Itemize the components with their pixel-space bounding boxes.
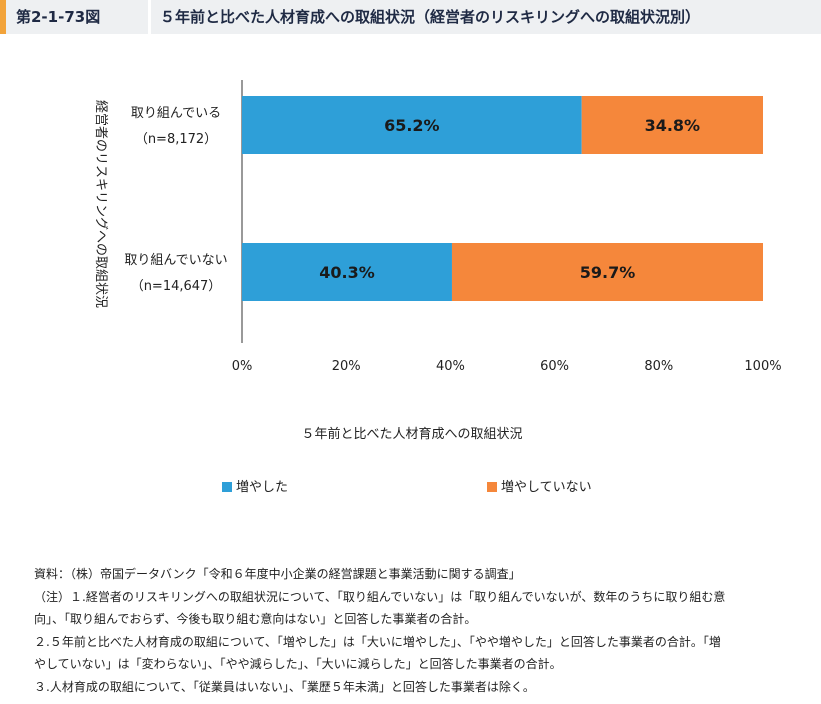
figure-title: ５年前と比べた人材育成への取組状況（経営者のリスキリングへの取組状況別） <box>160 8 701 26</box>
note-2-line-2: やしていない」は「変わらない」、「やや減らした」、「大いに減らした」と回答した事… <box>34 657 562 671</box>
x-tick-label-4: 80% <box>644 359 673 374</box>
x-tick-label-1: 20% <box>332 359 361 374</box>
figure-number: 第2-1-73図 <box>16 8 101 26</box>
bar-not-engaged-increased <box>242 243 452 301</box>
notes-block: 資料：（株）帝国データバンク「令和６年度中小企業の経営課題と事業活動に関する調査… <box>34 563 804 698</box>
figure-header: 第2-1-73図 ５年前と比べた人材育成への取組状況（経営者のリスキリングへの取… <box>0 0 821 34</box>
legend-swatch-increased <box>222 481 232 492</box>
x-axis-title: ５年前と比べた人材育成への取組状況 <box>301 426 522 442</box>
category-label-0: 取り組んでいる <box>131 106 221 121</box>
legend-item-increased: 増やした <box>222 476 288 495</box>
legend-item-not-increased: 増やしていない <box>487 476 592 495</box>
data-label-not-engaged-not-increased: 59.7% <box>580 263 636 282</box>
y-axis-title: 経営者のリスキリングへの取組状況 <box>93 100 108 308</box>
header-separator <box>148 0 151 34</box>
category-n-1: （n=14,647） <box>131 279 222 294</box>
note-source: 資料：（株）帝国データバンク「令和６年度中小企業の経営課題と事業活動に関する調査… <box>34 567 521 581</box>
note-2-line-1: ２.５年前と比べた人材育成の取組について、「増やした」は「大いに増やした」、「や… <box>34 634 721 649</box>
x-tick-label-0: 0% <box>232 359 253 374</box>
x-tick-label-2: 40% <box>436 359 465 374</box>
bar-not-engaged-not-increased <box>451 243 763 301</box>
category-n-0: （n=8,172） <box>135 132 217 147</box>
data-label-not-engaged-increased: 40.3% <box>319 263 375 282</box>
bar-engaged-not-increased <box>581 96 763 154</box>
legend-label-increased: 増やした <box>236 480 289 495</box>
x-tick-label-5: 100% <box>744 359 781 374</box>
bar-engaged-increased <box>242 96 582 154</box>
note-1-line-1: （注）１.経営者のリスキリングへの取組状況について、「取り組んでいない」は「取り… <box>34 589 726 604</box>
header-accent-bar <box>0 0 6 34</box>
legend-label-not-increased: 増やしていない <box>501 480 592 495</box>
category-label-1: 取り組んでいない <box>124 253 227 268</box>
data-label-engaged-increased: 65.2% <box>384 116 440 135</box>
data-label-engaged-not-increased: 34.8% <box>645 116 701 135</box>
legend-swatch-not-increased <box>487 481 497 492</box>
note-3: ３.人材育成の取組について、「従業員はいない」、「業歴５年未満」と回答した事業者… <box>34 679 535 694</box>
stacked-bar-chart: 65.2% 34.8% 取り組んでいる （n=8,172） 40.3% 59.7% 取り組ん… <box>93 80 782 442</box>
note-1-line-2: 向」、「取り組んでおらず、今後も取り組む意向はない」と回答した事業者の合計。 <box>34 612 477 626</box>
x-tick-label-3: 60% <box>540 359 569 374</box>
